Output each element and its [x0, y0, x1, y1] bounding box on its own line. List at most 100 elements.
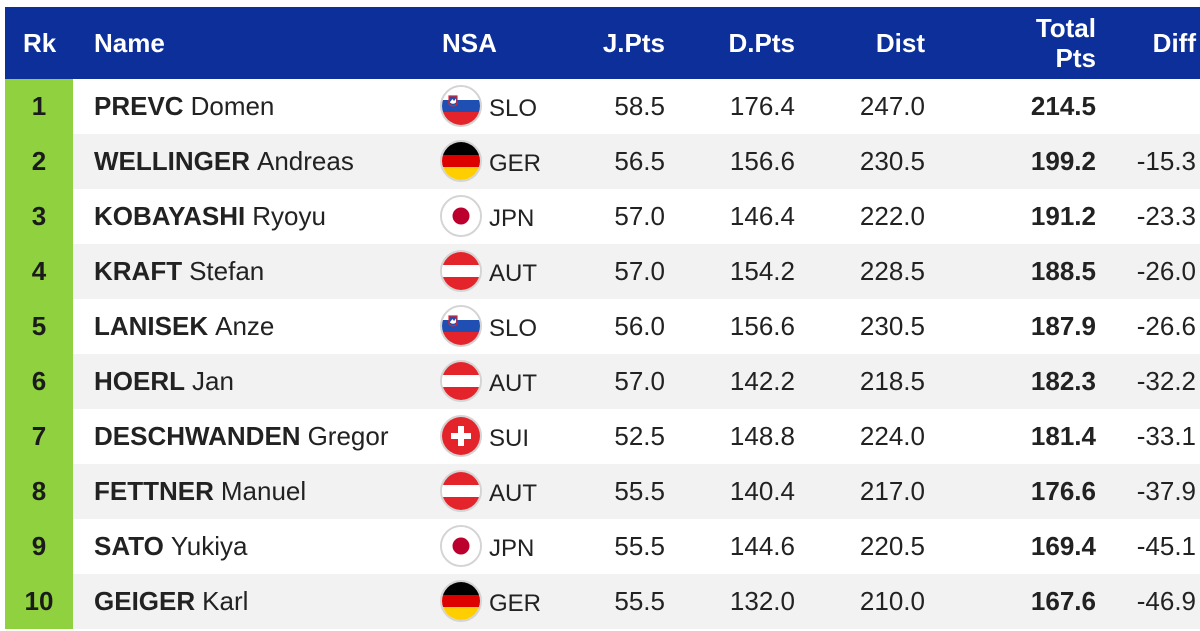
- aut-flag-icon: [440, 470, 482, 512]
- distance-points: 148.8: [729, 421, 795, 451]
- nsa-code: JPN: [489, 204, 535, 232]
- athlete-last-name: WELLINGER: [94, 146, 250, 176]
- results-table: Rk Name NSA J.Pts D.Pts Dist Total Pts D…: [5, 7, 1200, 629]
- table-row-5[interactable]: 5 LANISEK Anze SLO 56.0 156.6 230.5 187.…: [5, 299, 1200, 354]
- diff: -23.3: [1136, 201, 1196, 231]
- distance: 224.0: [859, 421, 925, 451]
- distance-points: 156.6: [729, 311, 795, 341]
- total-points: 188.5: [1030, 256, 1096, 286]
- nsa-code: GER: [489, 589, 542, 617]
- jump-points: 55.5: [614, 586, 665, 616]
- athlete-last-name: FETTNER: [94, 476, 214, 506]
- header-dpts[interactable]: D.Pts: [728, 27, 795, 58]
- athlete-name[interactable]: GEIGER Karl: [94, 574, 248, 629]
- athlete-first-name: Domen: [190, 91, 275, 121]
- nsa-code: SUI: [489, 424, 530, 452]
- table-row-2[interactable]: 2 WELLINGER Andreas GER 56.5 156.6 230.5…: [5, 134, 1200, 189]
- athlete-last-name: DESCHWANDEN: [94, 421, 301, 451]
- diff: -15.3: [1136, 146, 1196, 176]
- distance-points: 144.6: [729, 531, 795, 561]
- distance: 228.5: [859, 256, 925, 286]
- diff: -26.0: [1136, 256, 1196, 286]
- distance-points: 176.4: [729, 91, 795, 121]
- athlete-first-name: Stefan: [189, 256, 265, 286]
- table-row-7[interactable]: 7 DESCHWANDEN Gregor SUI 52.5 148.8 224.…: [5, 409, 1200, 464]
- athlete-last-name: SATO: [94, 531, 164, 561]
- header-dist[interactable]: Dist: [875, 27, 925, 58]
- distance-points: 142.2: [729, 366, 795, 396]
- rank-cell: 3: [5, 189, 73, 244]
- table-row-1[interactable]: 1 PREVC Domen SLO 58.5 176.4 247.0 214.5: [5, 79, 1200, 134]
- distance-points: 146.4: [729, 201, 795, 231]
- header-rank[interactable]: Rk: [23, 27, 57, 58]
- header-jpts[interactable]: J.Pts: [602, 27, 665, 58]
- table-row-6[interactable]: 6 HOERL Jan AUT 57.0 142.2 218.5 182.3 -…: [5, 354, 1200, 409]
- distance: 210.0: [859, 586, 925, 616]
- nsa-code: AUT: [489, 259, 537, 287]
- table-row-4[interactable]: 4 KRAFT Stefan AUT 57.0 154.2 228.5 188.…: [5, 244, 1200, 299]
- athlete-last-name: PREVC: [94, 91, 184, 121]
- total-points: 176.6: [1030, 476, 1096, 506]
- rank-cell: 9: [5, 519, 73, 574]
- total-points: 187.9: [1030, 311, 1096, 341]
- athlete-first-name: Yukiya: [170, 531, 248, 561]
- header-total-line2: Pts: [1055, 43, 1096, 73]
- total-points: 169.4: [1030, 531, 1096, 561]
- athlete-first-name: Jan: [192, 366, 234, 396]
- distance-points: 140.4: [729, 476, 795, 506]
- sui-flag-icon: [440, 415, 482, 457]
- table-header: Rk Name NSA J.Pts D.Pts Dist Total Pts D…: [5, 7, 1200, 79]
- header-nsa[interactable]: NSA: [442, 27, 497, 58]
- athlete-last-name: LANISEK: [94, 311, 209, 341]
- total-points: 199.2: [1030, 146, 1096, 176]
- slo-flag-icon: [440, 305, 482, 347]
- athlete-name[interactable]: HOERL Jan: [94, 354, 234, 409]
- athlete-last-name: KRAFT: [94, 256, 183, 286]
- diff: -33.1: [1136, 421, 1196, 451]
- athlete-last-name: GEIGER: [94, 586, 196, 616]
- distance-points: 154.2: [729, 256, 795, 286]
- jpn-flag-icon: [440, 525, 482, 567]
- jump-points: 58.5: [614, 91, 665, 121]
- athlete-name[interactable]: KOBAYASHI Ryoyu: [94, 189, 326, 244]
- table-row-8[interactable]: 8 FETTNER Manuel AUT 55.5 140.4 217.0 17…: [5, 464, 1200, 519]
- table-row-10[interactable]: 10 GEIGER Karl GER 55.5 132.0 210.0 167.…: [5, 574, 1200, 629]
- athlete-name[interactable]: FETTNER Manuel: [94, 464, 306, 519]
- table-row-9[interactable]: 9 SATO Yukiya JPN 55.5 144.6 220.5 169.4…: [5, 519, 1200, 574]
- total-points: 167.6: [1030, 586, 1096, 616]
- total-points: 214.5: [1030, 91, 1096, 121]
- athlete-first-name: Gregor: [307, 421, 389, 451]
- nsa-code: AUT: [489, 479, 537, 507]
- athlete-name[interactable]: SATO Yukiya: [94, 519, 247, 574]
- distance: 222.0: [859, 201, 925, 231]
- header-total-line1: Total: [1035, 13, 1096, 43]
- nsa-code: GER: [489, 149, 542, 177]
- table-row-3[interactable]: 3 KOBAYASHI Ryoyu JPN 57.0 146.4 222.0 1…: [5, 189, 1200, 244]
- jump-points: 52.5: [614, 421, 665, 451]
- athlete-name[interactable]: DESCHWANDEN Gregor: [94, 409, 389, 464]
- distance: 217.0: [859, 476, 925, 506]
- rank-cell: 1: [5, 79, 73, 134]
- header-name[interactable]: Name: [94, 27, 165, 58]
- athlete-last-name: KOBAYASHI: [94, 201, 246, 231]
- slo-flag-icon: [440, 85, 482, 127]
- table-body: 1 PREVC Domen SLO 58.5 176.4 247.0 214.5…: [5, 79, 1200, 629]
- diff: -26.6: [1136, 311, 1196, 341]
- rank-cell: 5: [5, 299, 73, 354]
- athlete-first-name: Anze: [215, 311, 275, 341]
- athlete-name[interactable]: WELLINGER Andreas: [94, 134, 354, 189]
- total-points: 191.2: [1030, 201, 1096, 231]
- header-diff[interactable]: Diff: [1152, 27, 1196, 58]
- athlete-name[interactable]: LANISEK Anze: [94, 299, 274, 354]
- aut-flag-icon: [440, 360, 482, 402]
- athlete-name[interactable]: PREVC Domen: [94, 79, 274, 134]
- jump-points: 56.0: [614, 311, 665, 341]
- diff: -37.9: [1136, 476, 1196, 506]
- aut-flag-icon: [440, 250, 482, 292]
- distance: 220.5: [859, 531, 925, 561]
- diff: -45.1: [1136, 531, 1196, 561]
- header-total-pts[interactable]: Total Pts: [1036, 7, 1096, 79]
- athlete-name[interactable]: KRAFT Stefan: [94, 244, 264, 299]
- athlete-first-name: Karl: [202, 586, 249, 616]
- rank-cell: 7: [5, 409, 73, 464]
